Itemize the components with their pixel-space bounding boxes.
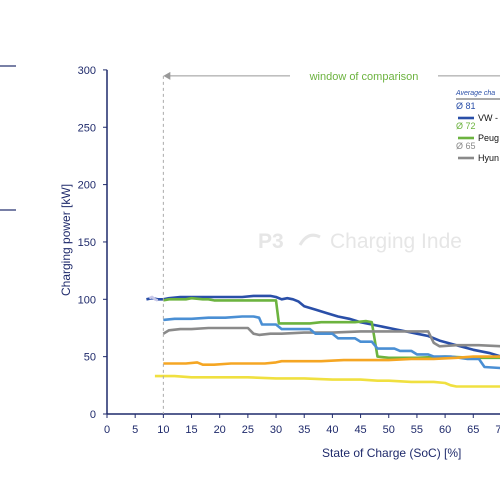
x-axis-label: State of Charge (SoC) [%] [322,446,461,460]
x-tick-label: 0 [104,424,110,436]
x-tick-label: 65 [467,424,479,436]
x-tick-label: 70 [495,424,500,436]
series-line-5 [163,355,500,366]
series-layer [146,294,500,388]
annotation-text: window of comparison [309,71,419,83]
x-tick-label: 35 [298,424,310,436]
watermark-logo: P3 [258,230,284,253]
watermark-text: Charging Inde [330,230,462,253]
x-tick-label: 40 [326,424,338,436]
series-line-2 [163,296,500,360]
x-tick-label: 55 [411,424,423,436]
x-tick-label: 30 [270,424,282,436]
legend-average: Ø 65 [456,141,476,151]
legend-title: Average cha [455,90,495,97]
legend-average: Ø 81 [456,101,476,111]
y-axis-label: Charging power [kW] [59,184,73,296]
y-tick-label: 200 [78,180,96,192]
watermark: P3 Charging Inde [258,230,462,253]
y-tick-label: 300 [78,65,96,77]
legend-average: Ø 72 [456,121,476,131]
series-line-3 [162,326,500,348]
y-tick-label: 100 [78,294,96,306]
x-tick-label: 60 [439,424,451,436]
x-tick-label: 50 [383,424,395,436]
series-line-7 [148,295,159,302]
y-tick-label: 0 [90,409,96,421]
legend-series-name: Peug [478,133,499,143]
y-tick-label: 50 [84,352,96,364]
annotation-arrow-head [163,71,171,80]
x-tick-label: 45 [354,424,366,436]
x-tick-label: 15 [185,424,197,436]
legend-series-name: VW - [478,113,498,123]
series-line-1 [146,294,500,358]
series-line-6 [154,374,500,388]
axes: 0 5 10 15 20 25 30 35 40 45 50 55 60 65 70 0 50 100 150 200… [78,65,500,436]
x-tick-label: 10 [157,424,169,436]
watermark-plug-icon [298,233,321,246]
y-tick-label: 150 [78,237,96,249]
comparison-window-annotation: window of comparison [162,71,500,414]
x-tick-label: 20 [214,424,226,436]
series-line-4 [163,315,500,370]
y-tick-label: 250 [78,122,96,134]
legend-series-name: Hyun [478,153,499,163]
x-tick-label: 5 [132,424,138,436]
x-tick-label: 25 [242,424,254,436]
